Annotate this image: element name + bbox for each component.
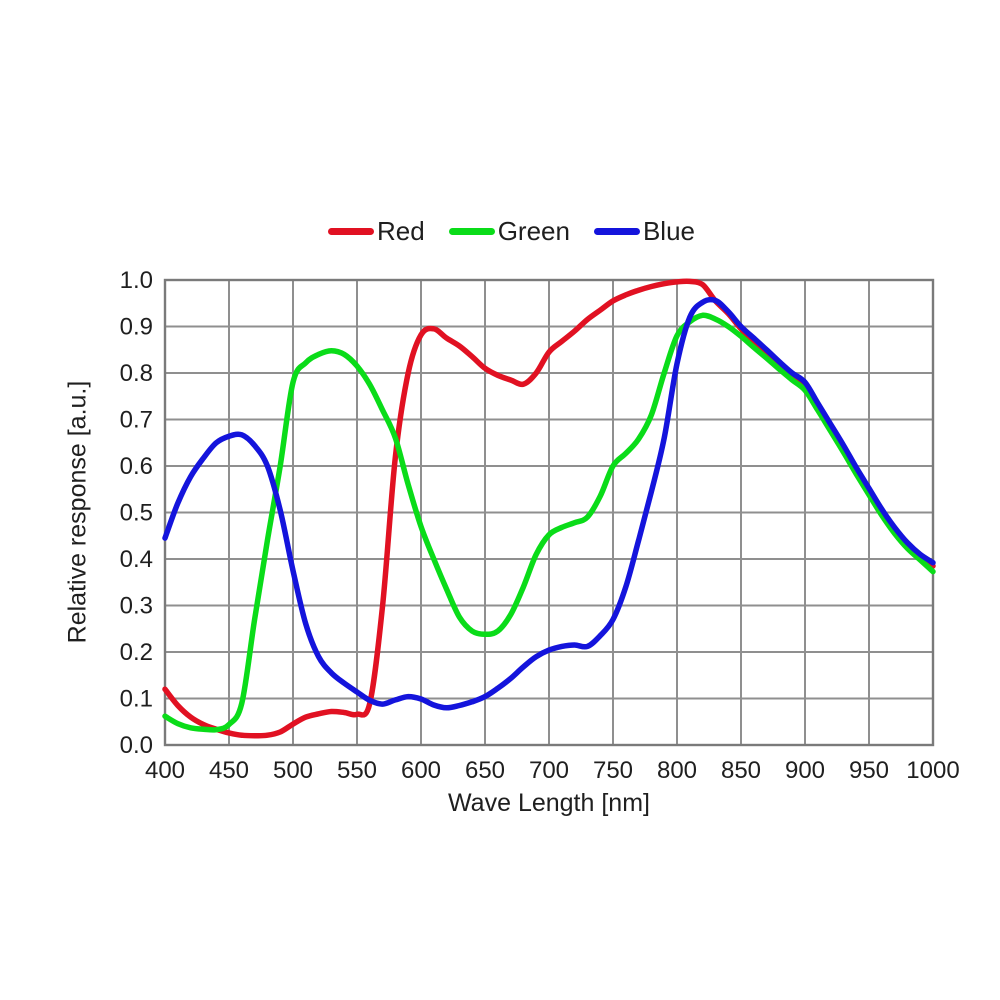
y-tick-label: 1.0 bbox=[120, 267, 153, 294]
x-tick-label: 750 bbox=[593, 757, 633, 784]
red-line-swatch bbox=[328, 227, 374, 235]
y-tick-label: 0.4 bbox=[120, 546, 153, 573]
y-axis-title: Relative response [a.u.] bbox=[63, 380, 92, 644]
y-tick-label: 0.0 bbox=[120, 732, 153, 759]
x-tick-label: 900 bbox=[785, 757, 825, 784]
legend-label-red: Red bbox=[377, 216, 425, 246]
x-tick-label: 500 bbox=[273, 757, 313, 784]
blue-line-swatch bbox=[593, 227, 640, 235]
legend: Red Green Blue bbox=[328, 218, 695, 244]
legend-label-green: Green bbox=[497, 216, 570, 246]
legend-label-blue: Blue bbox=[642, 216, 696, 246]
x-tick-label: 650 bbox=[465, 757, 505, 784]
y-tick-label: 0.6 bbox=[120, 453, 153, 480]
x-tick-label: 800 bbox=[657, 757, 697, 784]
y-tick-label: 0.1 bbox=[120, 686, 153, 713]
x-axis-title: Wave Length [nm] bbox=[448, 789, 650, 817]
y-tick-label: 0.7 bbox=[120, 407, 153, 434]
y-tick-label: 0.3 bbox=[120, 593, 153, 620]
green-line-swatch bbox=[448, 227, 495, 235]
x-tick-label: 600 bbox=[401, 757, 441, 784]
y-tick-label: 0.9 bbox=[120, 314, 153, 341]
y-tick-label: 0.2 bbox=[120, 639, 153, 666]
plot-border bbox=[163, 278, 935, 747]
x-tick-label: 850 bbox=[721, 757, 761, 784]
x-tick-label: 950 bbox=[849, 757, 889, 784]
y-tick-label: 0.8 bbox=[120, 360, 153, 387]
legend-item-red: Red bbox=[328, 218, 425, 244]
legend-item-blue: Blue bbox=[593, 216, 696, 246]
x-tick-label: 450 bbox=[209, 757, 249, 784]
x-tick-label: 400 bbox=[145, 757, 185, 784]
blue-curve bbox=[162, 296, 936, 711]
y-tick-label: 0.5 bbox=[120, 500, 153, 527]
x-tick-label: 1000 bbox=[906, 757, 959, 784]
green-curve bbox=[162, 312, 936, 733]
legend-item-green: Green bbox=[448, 216, 570, 246]
x-tick-label: 700 bbox=[529, 757, 569, 784]
x-tick-label: 550 bbox=[337, 757, 377, 784]
